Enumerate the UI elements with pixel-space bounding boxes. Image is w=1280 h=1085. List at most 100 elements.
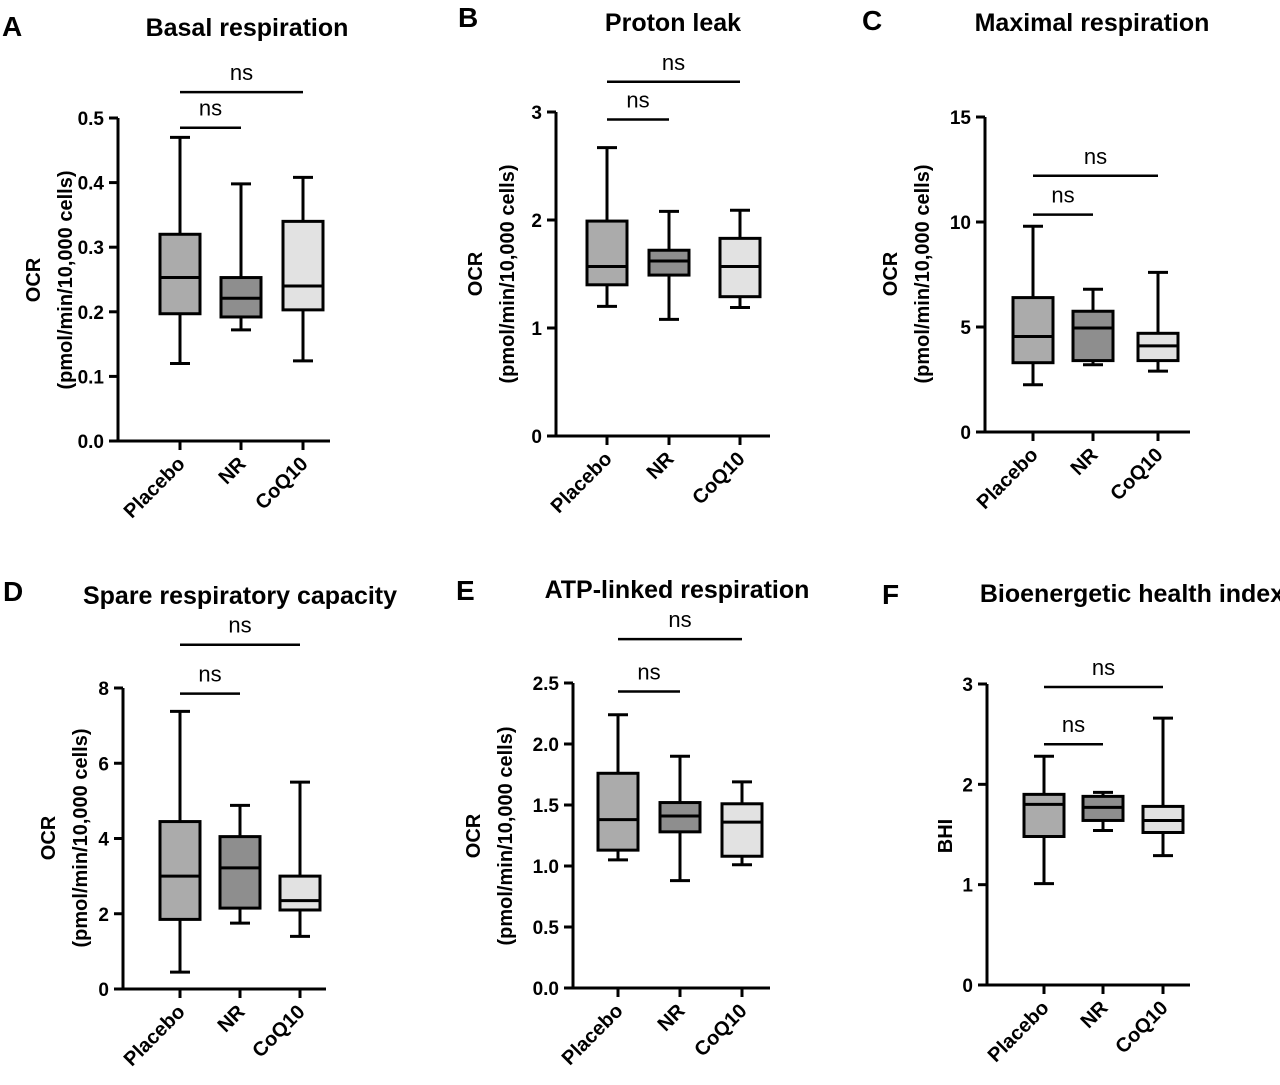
category-label: NR [215,453,251,489]
panel-letter: A [2,11,22,42]
iqr-box [1022,792,1066,839]
significance-label: ns [1084,144,1107,169]
iqr-box [158,820,202,921]
category-label: Placebo [558,1000,628,1070]
panel-c: C Maximal respiration 0 5 10 15 OCR (pmol/min/1… [862,5,1209,514]
box-nr [1071,287,1115,367]
box-coq10 [718,208,762,309]
y-tick-label: 2.5 [533,674,560,695]
y-tick-label: 6 [98,754,109,775]
box-placebo [596,713,640,862]
significance-label: ns [1062,712,1085,737]
panel-e: E ATP-linked respiration 0.0 0.5 1.0 1.5 2.0 2.… [456,575,809,1070]
panel-a: A Basal respiration 0.0 0.1 0.2 0.3 0.4 0.5 OCR (… [2,11,348,523]
y-tick-label: 0.2 [78,303,104,324]
y-tick-label: 0 [962,976,973,997]
iqr-box [158,232,202,316]
box-nr [218,803,262,925]
y-tick-label: 3 [531,103,542,124]
y-axis-label: (pmol/min/10,000 cells) [70,729,92,948]
box-coq10 [281,175,325,363]
y-tick-label: 15 [950,108,972,129]
significance-label: ns [668,607,691,632]
y-tick-label: 0 [960,423,971,444]
y-tick-label: 0.0 [78,432,104,453]
iqr-box [281,219,325,312]
iqr-box [278,874,322,912]
y-tick-label: 0.1 [78,367,105,388]
box-coq10 [1136,270,1180,373]
y-axis-label: OCR [463,813,485,858]
significance-label: ns [637,660,660,685]
panel-b: B Proton leak 0 1 2 3 OCR (pmol/min/10,000 cell… [458,2,770,518]
panel-letter: D [3,576,23,607]
panel-title: Proton leak [605,9,741,37]
y-tick-label: 0 [98,980,109,1001]
box-nr [647,209,691,321]
y-tick-label: 0 [531,427,542,448]
box-placebo [585,146,629,308]
y-axis-label: OCR [880,251,902,296]
panel-title: Bioenergetic health index [980,580,1280,608]
iqr-box [585,219,629,287]
y-tick-label: 1 [531,319,542,340]
category-label: Placebo [547,448,617,518]
box-nr [219,182,263,332]
y-tick-label: 0.4 [78,174,105,195]
significance-label: ns [1051,183,1074,208]
y-tick-label: 8 [98,679,109,700]
category-label: NR [214,1001,250,1037]
panel-f: F Bioenergetic health index 0 1 2 3 BHI Placebo… [882,579,1280,1067]
significance-label: ns [662,50,685,75]
panel-d: D Spare respiratory capacity 0 2 4 6 8 OCR (pmol… [3,576,397,1071]
category-label: Placebo [120,1001,190,1071]
y-tick-label: 2 [98,905,109,926]
y-tick-label: 0.0 [533,979,559,1000]
category-label: CoQ10 [1106,444,1167,505]
y-tick-label: 0.5 [78,109,105,130]
iqr-box [1011,296,1055,365]
panel-letter: E [456,575,475,606]
panel-title: ATP-linked respiration [545,576,810,604]
y-tick-label: 0.5 [533,918,560,939]
iqr-box [647,248,691,277]
category-label: Placebo [973,444,1043,514]
significance-label: ns [199,96,222,121]
category-label: CoQ10 [248,1001,309,1062]
y-tick-label: 1.0 [533,857,559,878]
y-axis-label: OCR [38,815,60,860]
significance-label: ns [626,88,649,113]
y-axis-label: BHI [935,819,957,853]
y-tick-label: 0.3 [78,238,104,259]
category-label: Placebo [984,997,1054,1067]
iqr-box [218,835,262,910]
iqr-box [1071,309,1115,363]
y-tick-label: 4 [98,830,109,851]
panel-letter: B [458,2,478,33]
category-label: CoQ10 [688,448,749,509]
category-label: NR [643,448,679,484]
box-coq10 [1141,716,1185,858]
y-tick-label: 10 [950,213,971,234]
y-axis-label: OCR [23,257,45,302]
category-label: NR [654,1000,690,1036]
y-tick-label: 5 [960,318,971,339]
y-axis-label: (pmol/min/10,000 cells) [495,727,517,946]
y-axis-label: (pmol/min/10,000 cells) [912,165,934,384]
significance-label: ns [230,60,253,85]
iqr-box [596,771,640,852]
category-label: CoQ10 [690,1000,751,1061]
y-tick-label: 2.0 [533,735,559,756]
y-axis-label: (pmol/min/10,000 cells) [55,171,77,390]
category-label: CoQ10 [1111,997,1172,1058]
box-placebo [1022,754,1066,886]
y-axis-label: OCR [465,251,487,296]
category-label: CoQ10 [251,453,312,514]
panel-letter: F [882,579,899,610]
category-label: Placebo [120,453,190,523]
box-nr [1081,790,1125,832]
box-coq10 [720,780,764,867]
panel-title: Spare respiratory capacity [83,582,397,610]
y-tick-label: 1.5 [533,796,560,817]
